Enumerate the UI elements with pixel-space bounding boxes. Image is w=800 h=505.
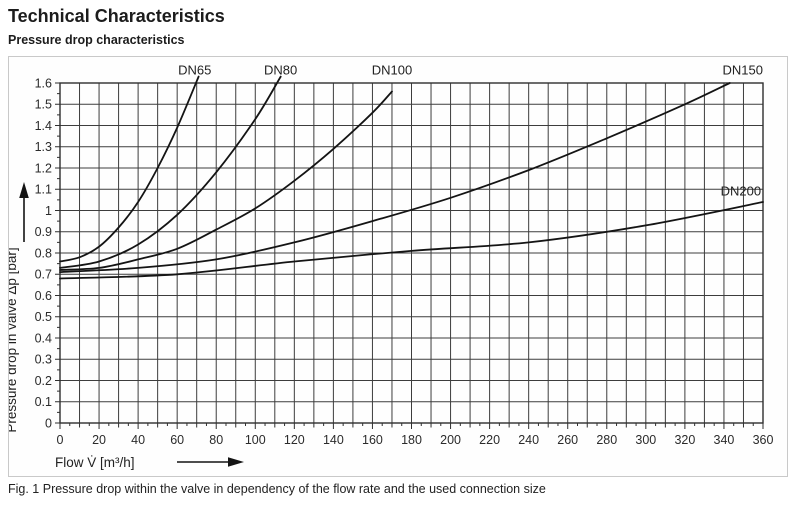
x-axis-arrow-right-icon bbox=[228, 457, 244, 467]
y-tick-label: 1.4 bbox=[35, 119, 52, 133]
x-tick-label: 360 bbox=[753, 433, 774, 447]
figure-caption: Fig. 1 Pressure drop within the valve in… bbox=[8, 482, 546, 496]
y-tick-label: 0.8 bbox=[35, 246, 52, 260]
y-axis-title: Pressure drop in valve Δp [bar] bbox=[9, 247, 19, 432]
x-tick-label: 320 bbox=[674, 433, 695, 447]
x-tick-label: 60 bbox=[170, 433, 184, 447]
curve-label-dn150: DN150 bbox=[723, 63, 763, 78]
x-tick-label: 240 bbox=[518, 433, 539, 447]
x-tick-label: 100 bbox=[245, 433, 266, 447]
y-tick-label: 1.5 bbox=[35, 98, 52, 112]
section-subtitle: Pressure drop characteristics bbox=[8, 33, 185, 47]
figure-panel: 0 20 40 60 80 100 120 140 160 180 200 220 240 260 280 3… bbox=[8, 56, 788, 477]
x-tick-label: 0 bbox=[57, 433, 64, 447]
y-tick-label: 0 bbox=[45, 416, 52, 430]
x-tick-label: 300 bbox=[635, 433, 656, 447]
y-tick-label: 0.1 bbox=[35, 395, 52, 409]
curve-dn80 bbox=[59, 75, 282, 269]
x-tick-label: 280 bbox=[596, 433, 617, 447]
curve-dn150 bbox=[59, 82, 731, 273]
x-tick-label: 220 bbox=[479, 433, 500, 447]
pressure-drop-chart: 0 20 40 60 80 100 120 140 160 180 200 220 240 260 280 3… bbox=[9, 63, 774, 471]
y-tick-label: 0.2 bbox=[35, 374, 52, 388]
curve-label-dn80: DN80 bbox=[264, 63, 297, 78]
curve-label-dn65: DN65 bbox=[178, 63, 211, 78]
y-tick-label: 0.6 bbox=[35, 289, 52, 303]
y-tick-label: 0.9 bbox=[35, 225, 52, 239]
y-tick-label: 0.5 bbox=[35, 310, 52, 324]
x-tick-label: 120 bbox=[284, 433, 305, 447]
curve-dn100 bbox=[59, 90, 393, 271]
x-tick-label: 40 bbox=[131, 433, 145, 447]
y-tick-label: 0.3 bbox=[35, 353, 52, 367]
x-tick-label: 200 bbox=[440, 433, 461, 447]
x-tick-label: 340 bbox=[714, 433, 735, 447]
x-axis-title: Flow V̇ [m³/h] bbox=[55, 455, 135, 470]
y-tick-label: 1.6 bbox=[35, 76, 52, 90]
y-tick-label: 1.1 bbox=[35, 183, 52, 197]
x-tick-label: 180 bbox=[401, 433, 422, 447]
y-tick-label: 1.2 bbox=[35, 161, 52, 175]
x-tick-label: 80 bbox=[209, 433, 223, 447]
x-tick-label: 260 bbox=[557, 433, 578, 447]
curve-dn200 bbox=[59, 201, 764, 280]
x-tick-label: 20 bbox=[92, 433, 106, 447]
curve-label-dn200: DN200 bbox=[721, 184, 761, 199]
y-tick-label: 1 bbox=[45, 204, 52, 218]
curve-label-dn100: DN100 bbox=[372, 63, 412, 78]
y-tick-label: 0.7 bbox=[35, 268, 52, 282]
y-tick-label: 1.3 bbox=[35, 140, 52, 154]
page-title: Technical Characteristics bbox=[8, 6, 225, 26]
curve-dn65 bbox=[59, 75, 200, 263]
y-axis-arrow-up-icon bbox=[19, 182, 29, 198]
y-tick-label: 0.4 bbox=[35, 331, 52, 345]
x-tick-label: 140 bbox=[323, 433, 344, 447]
x-tick-label: 160 bbox=[362, 433, 383, 447]
